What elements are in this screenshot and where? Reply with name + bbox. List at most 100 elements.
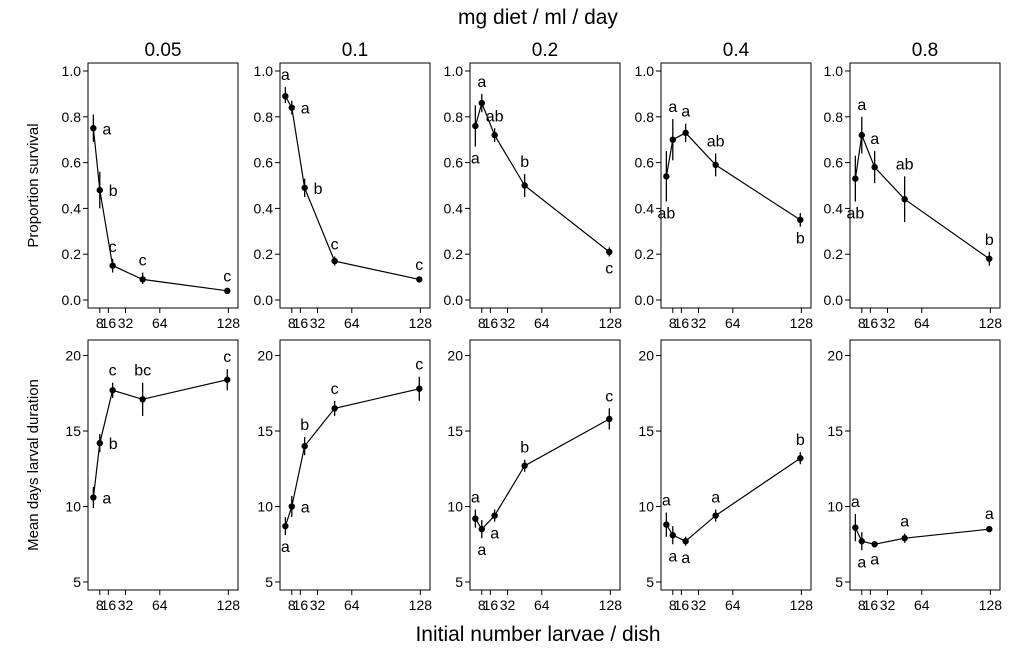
data-point	[224, 287, 231, 295]
y-tick-label: 15	[447, 423, 463, 439]
data-point	[712, 512, 719, 519]
data-point	[712, 161, 719, 169]
x-tick-label: 8	[669, 597, 677, 613]
data-point	[416, 385, 423, 392]
panel-frame	[469, 62, 621, 309]
x-tick-label: 64	[152, 597, 168, 613]
series-line	[665, 457, 801, 542]
panel-r1-c1: 0.05 0.0 0.2 0.4 0.6 0.8 1.0 816 32 64 128 a b c c c	[62, 40, 241, 331]
data-point	[139, 276, 146, 283]
x-tick-label: 128	[409, 315, 433, 331]
figure-top-title: mg diet / ml / day	[458, 6, 618, 29]
panel-title: 0.05	[145, 40, 182, 61]
series-line	[474, 101, 610, 253]
y-tick-label: 15	[65, 423, 81, 439]
data-point	[797, 455, 804, 462]
significance-label: a	[281, 67, 290, 84]
data-point	[858, 538, 865, 545]
panel-title: 0.2	[532, 40, 558, 61]
x-tick-label: 8	[288, 597, 296, 613]
x-tick-label: 16	[101, 315, 117, 331]
y-tick-label: 0.6	[824, 155, 844, 171]
y-tick-label: 0.2	[62, 246, 82, 262]
panel-frame	[87, 339, 239, 591]
x-tick-label: 16	[863, 597, 879, 613]
x-tick-label: 128	[409, 597, 433, 613]
y-tick-label: 0.8	[824, 109, 844, 125]
y-tick-label: 1.0	[62, 63, 82, 79]
significance-label: a	[851, 494, 860, 511]
y-tick-label: 5	[265, 574, 273, 590]
panels-group: Proportion survival0.050.00.20.40.60.81.…	[25, 40, 1002, 613]
x-tick-label: 8	[96, 315, 104, 331]
significance-label: a	[870, 551, 879, 568]
x-tick-label: 32	[310, 597, 326, 613]
data-point	[663, 173, 670, 180]
significance-label: c	[223, 269, 231, 286]
y-tick-label: 0.6	[62, 155, 82, 171]
significance-label: a	[471, 490, 480, 507]
x-tick-label: 64	[534, 597, 550, 613]
x-tick-label: 32	[118, 597, 134, 613]
data-point	[669, 136, 676, 143]
y-tick-label: 10	[65, 499, 81, 515]
panel-frame	[469, 339, 621, 591]
y-tick-label: 0.4	[254, 200, 274, 216]
x-tick-label: 16	[674, 315, 690, 331]
significance-label: b	[520, 440, 529, 457]
panel-frame	[87, 62, 239, 309]
y-tick-label: 20	[827, 348, 843, 364]
x-tick-label: 16	[674, 597, 690, 613]
x-tick-label: 32	[691, 597, 707, 613]
significance-label: ab	[657, 206, 675, 223]
data-point	[301, 184, 308, 191]
x-tick-label: 16	[293, 597, 309, 613]
y-tick-label: 0.4	[62, 200, 82, 216]
x-tick-label: 8	[478, 597, 486, 613]
figure-x-axis-title: Initial number larvae / dish	[415, 623, 660, 646]
y-tick-label: 0.8	[62, 109, 82, 125]
panel-frame	[279, 62, 431, 309]
panel-r2-c2: 5 10 15 20 816 32 64 128 a a b c c	[257, 339, 433, 613]
panel-frame	[849, 62, 1001, 309]
data-point	[901, 196, 908, 203]
significance-label: a	[668, 99, 677, 116]
y-tick-label: 5	[455, 574, 463, 590]
data-point	[852, 175, 859, 182]
y-tick-label: 20	[257, 348, 273, 364]
significance-label: bc	[134, 363, 151, 380]
x-tick-label: 64	[725, 597, 741, 613]
y-tick-label: 10	[827, 499, 843, 515]
y-tick-label: 20	[65, 348, 81, 364]
y-tick-label: 0.8	[254, 109, 274, 125]
significance-label: a	[490, 526, 499, 543]
y-tick-label: 5	[646, 574, 654, 590]
significance-label: a	[662, 493, 671, 510]
data-point	[331, 405, 338, 412]
significance-label: a	[301, 500, 310, 517]
y-axis-label-row-1: Proportion survival	[25, 123, 42, 247]
panel-frame	[660, 62, 812, 309]
y-tick-label: 1.0	[444, 63, 464, 79]
significance-label: b	[314, 181, 323, 198]
significance-label: a	[681, 104, 690, 121]
x-tick-label: 32	[500, 315, 516, 331]
y-tick-label: 1.0	[635, 63, 655, 79]
x-tick-label: 64	[914, 315, 930, 331]
x-tick-label: 128	[217, 597, 241, 613]
x-tick-label: 128	[790, 315, 814, 331]
data-point	[301, 442, 308, 450]
data-point	[871, 163, 878, 171]
x-tick-label: 16	[101, 597, 117, 613]
data-point	[871, 541, 878, 548]
y-tick-label: 0.4	[444, 200, 464, 216]
y-tick-label: 0.6	[444, 155, 464, 171]
significance-label: b	[796, 432, 805, 449]
significance-label: c	[605, 260, 613, 277]
